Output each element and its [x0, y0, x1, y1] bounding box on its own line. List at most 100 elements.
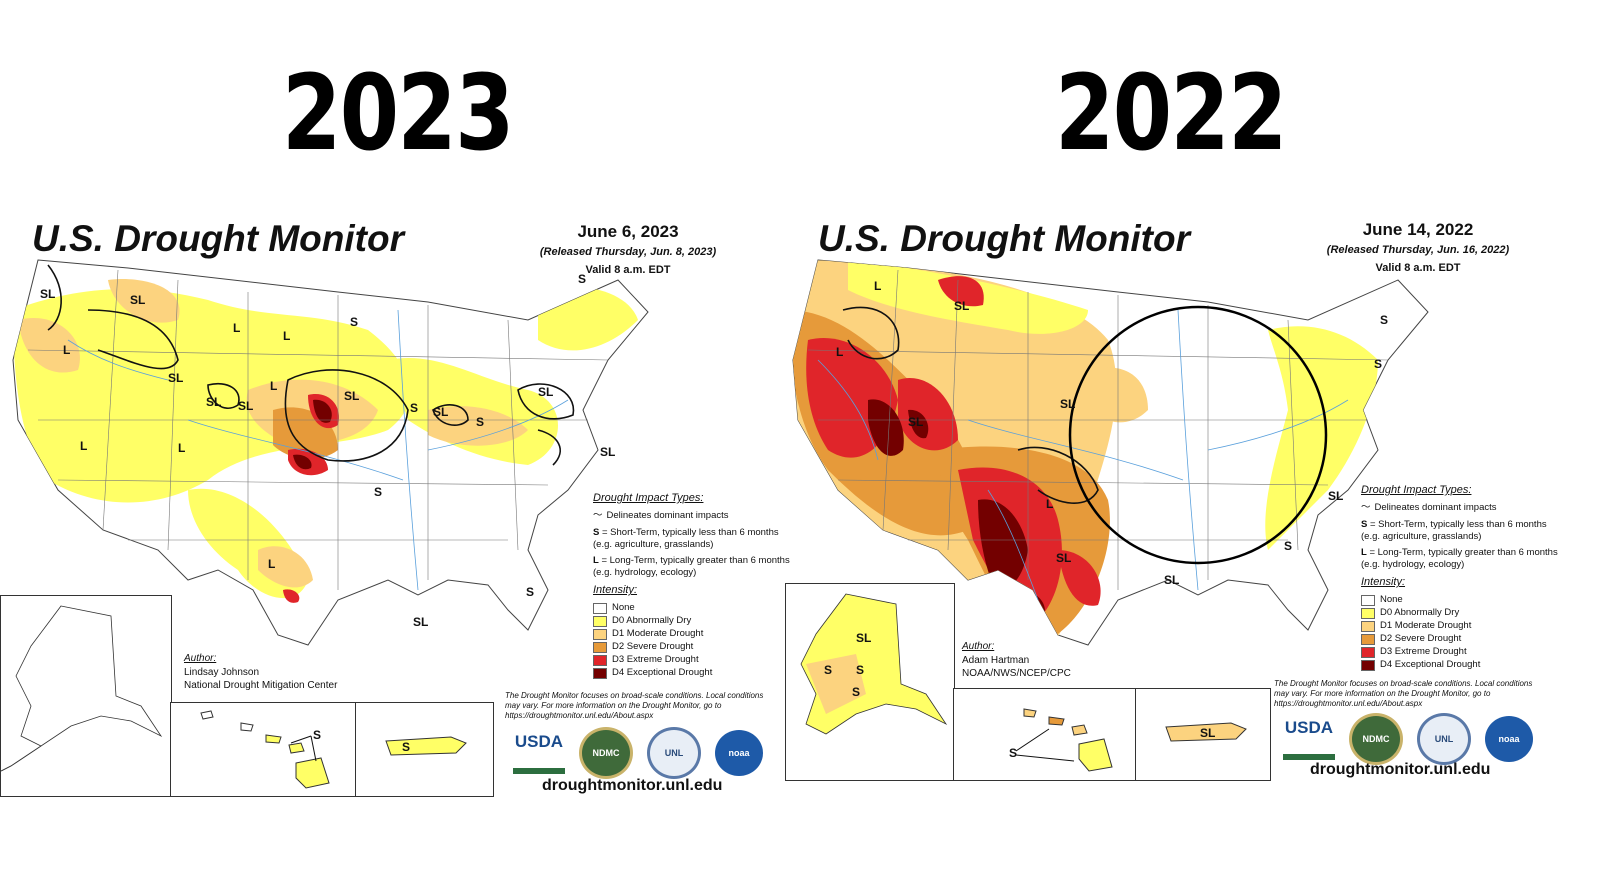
noaa-logo: noaa	[715, 730, 763, 776]
intensity-heading: Intensity:	[593, 584, 638, 597]
svg-text:S: S	[856, 663, 864, 677]
drought-areas	[13, 279, 638, 603]
boundary-line-icon: 〜	[1361, 501, 1371, 513]
disclaimer: The Drought Monitor focuses on broad-sca…	[505, 691, 764, 720]
legend: Drought Impact Types: 〜 Delineates domina…	[593, 492, 793, 680]
legend-d1: D1 Moderate Drought	[1361, 620, 1561, 633]
long-term-row: L = Long-Term, typically greater than 6 …	[593, 555, 790, 579]
hawaii-inset: S	[953, 688, 1137, 781]
valid-time: Valid 8 a.m. EDT	[585, 264, 671, 276]
svg-text:L: L	[1046, 497, 1053, 511]
disclaimer: The Drought Monitor focuses on broad-sca…	[1274, 679, 1533, 708]
svg-text:S: S	[313, 728, 321, 742]
hawaii-inset: S	[170, 702, 357, 797]
svg-text:L: L	[874, 279, 881, 293]
svg-text:SL: SL	[908, 415, 923, 429]
conus-map: L SL L SL SL L SL SL S S SL S	[792, 259, 1429, 646]
usda-logo: USDA	[513, 732, 565, 774]
delineates-row: 〜 Delineates dominant impacts	[593, 509, 729, 521]
legend-d0: D0 Abnormally Dry	[593, 615, 793, 628]
svg-text:S: S	[1374, 357, 1382, 371]
drought-map-2023: U.S. Drought Monitor June 6, 2023 (Relea…	[0, 210, 798, 840]
impact-boundaries	[47, 264, 575, 466]
impact-boundaries	[842, 306, 1099, 504]
delineates-row: 〜 Delineates dominant impacts	[1361, 501, 1497, 513]
logo-row: USDA NDMC UNL noaa	[1283, 713, 1533, 765]
impact-heading: Drought Impact Types:	[1361, 484, 1472, 496]
svg-text:L: L	[63, 343, 70, 357]
site-url[interactable]: droughtmonitor.unl.edu	[542, 777, 723, 794]
legend-d0: D0 Abnormally Dry	[1361, 607, 1561, 620]
svg-text:S: S	[824, 663, 832, 677]
legend-d3: D3 Extreme Drought	[1361, 646, 1561, 659]
svg-text:S: S	[578, 272, 586, 286]
svg-text:S: S	[402, 740, 410, 754]
long-term-row: L = Long-Term, typically greater than 6 …	[1361, 547, 1558, 571]
release-date: (Released Thursday, Jun. 8, 2023)	[539, 246, 717, 258]
impact-labels: L SL L SL SL L SL SL S S SL S	[836, 279, 1388, 587]
svg-text:SL: SL	[856, 631, 871, 645]
year-heading-left: 2023	[282, 52, 514, 174]
svg-text:SL: SL	[1060, 397, 1075, 411]
svg-text:S: S	[476, 415, 484, 429]
svg-text:SL: SL	[168, 371, 183, 385]
site-url[interactable]: droughtmonitor.unl.edu	[1310, 761, 1491, 778]
svg-text:L: L	[270, 379, 277, 393]
unl-seal-logo: UNL	[1417, 713, 1471, 765]
impact-heading: Drought Impact Types:	[593, 492, 704, 504]
svg-text:SL: SL	[538, 385, 553, 399]
svg-text:S: S	[1380, 313, 1388, 327]
legend-d2: D2 Severe Drought	[1361, 633, 1561, 646]
legend-d3: D3 Extreme Drought	[593, 654, 793, 667]
svg-text:S: S	[350, 315, 358, 329]
drought-map-2022: U.S. Drought Monitor June 14, 2022 (Rele…	[785, 210, 1578, 840]
short-term-row: S = Short-Term, typically less than 6 mo…	[593, 526, 779, 550]
legend-none: None	[593, 602, 793, 615]
svg-text:SL: SL	[433, 405, 448, 419]
alaska-inset	[0, 595, 172, 797]
svg-text:SL: SL	[1164, 573, 1179, 587]
highlight-circle	[1068, 305, 1328, 565]
author-block: Author: Adam Hartman NOAA/NWS/NCEP/CPC	[962, 641, 1071, 679]
svg-text:SL: SL	[954, 299, 969, 313]
svg-text:SL: SL	[413, 615, 428, 629]
legend-none: None	[1361, 594, 1561, 607]
svg-text:L: L	[836, 345, 843, 359]
legend-d1: D1 Moderate Drought	[593, 628, 793, 641]
svg-text:SL: SL	[1328, 489, 1343, 503]
legend-d4: D4 Exceptional Drought	[1361, 659, 1561, 672]
puerto-rico-inset: S	[355, 702, 494, 797]
svg-text:SL: SL	[1056, 551, 1071, 565]
svg-text:SL: SL	[600, 445, 615, 459]
svg-text:L: L	[268, 557, 275, 571]
svg-text:S: S	[526, 585, 534, 599]
rivers	[817, 309, 1349, 601]
ndmc-logo: NDMC	[1349, 713, 1403, 765]
svg-text:SL: SL	[1200, 726, 1215, 740]
impact-labels: SL SL L L S L SL SL L SL S SL S SL SL L …	[40, 272, 615, 629]
logo-row: USDA NDMC UNL noaa	[513, 727, 763, 779]
state-lines	[27, 269, 609, 590]
svg-text:L: L	[80, 439, 87, 453]
author-block: Author: Lindsay Johnson National Drought…	[184, 653, 338, 691]
legend-d4: D4 Exceptional Drought	[593, 667, 793, 680]
svg-text:L: L	[178, 441, 185, 455]
short-term-row: S = Short-Term, typically less than 6 mo…	[1361, 518, 1547, 542]
map-title: U.S. Drought Monitor	[818, 218, 1190, 259]
map-date: June 14, 2022	[1362, 220, 1474, 239]
svg-text:S: S	[852, 685, 860, 699]
svg-text:SL: SL	[206, 395, 221, 409]
valid-time: Valid 8 a.m. EDT	[1375, 262, 1461, 274]
conus-map: SL SL L L S L SL SL L SL S SL S SL SL L …	[12, 259, 649, 646]
svg-text:S: S	[374, 485, 382, 499]
usda-logo: USDA	[1283, 718, 1335, 760]
ndmc-logo: NDMC	[579, 727, 633, 779]
svg-text:SL: SL	[344, 389, 359, 403]
map-date: June 6, 2023	[577, 222, 679, 241]
svg-text:S: S	[1284, 539, 1292, 553]
svg-text:S: S	[410, 401, 418, 415]
puerto-rico-inset: SL	[1135, 688, 1271, 781]
map-title: U.S. Drought Monitor	[32, 218, 404, 259]
year-heading-right: 2022	[1055, 52, 1287, 174]
alaska-inset: SL S S S	[785, 583, 955, 781]
